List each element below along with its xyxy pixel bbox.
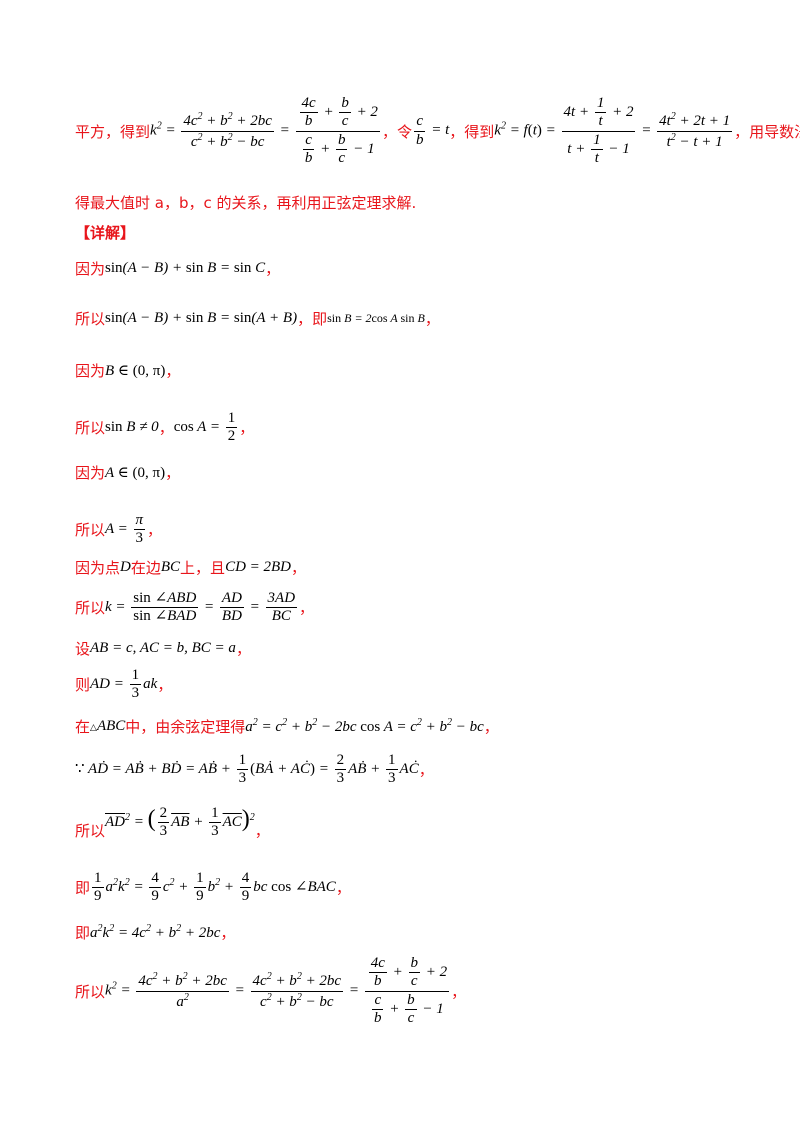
formula-sinB-nonzero: sin B ≠ 0	[105, 419, 159, 436]
comma: ，	[265, 260, 281, 278]
line-9: 因为点 D 在边 BC 上，且 CD = 2BD ，	[75, 557, 306, 578]
line-14: ∵ AḊ = AḂ + BḊ = AḂ + 1 3 (BȦ + AĊ) = 2 3 AḂ…	[75, 752, 434, 788]
detail-label: 【详解】	[75, 224, 136, 242]
text-derivative: ，用导数法求	[734, 122, 800, 141]
text-because: 因为	[75, 362, 106, 380]
text-point: 因为点	[75, 559, 121, 577]
formula-CD: CD = 2BD	[225, 559, 292, 575]
text-ie: 即	[75, 924, 91, 942]
line-7: 因为 A ∈ (0, π) ，	[75, 462, 180, 483]
comma: ，	[158, 419, 174, 438]
text-max-relation: 得最大值时 a，b，c 的关系，再利用正弦定理求解.	[75, 194, 417, 212]
formula-vector-AD: ∵ AḊ = AḂ + BḊ = AḂ + 1 3 (BȦ + AĊ) = 2 3 AḂ…	[75, 752, 419, 787]
line-17: 即 a2k2 = 4c2 + b2 + 2bc ，	[75, 922, 235, 943]
formula-a2k2: a2k2 = 4c2 + b2 + 2bc	[90, 923, 221, 941]
text-let: 设	[75, 640, 91, 658]
text-because: 因为	[75, 260, 106, 278]
comma: ，	[299, 599, 315, 618]
comma: ，	[451, 982, 467, 1001]
formula-expand: 1 9 a2k2 = 4 9 c2 + 1 9 b2 + 4 9 bc cos ∠BAC	[92, 870, 336, 905]
formula-k-squared: k2 = 4c2 + b2 + 2bc c2 + b2 − bc = 4c b + …	[150, 95, 380, 166]
comma: ，	[483, 718, 499, 736]
var-BC: BC	[160, 559, 181, 575]
text-squared: 平方，得到	[75, 122, 151, 141]
line-2: 得最大值时 a，b，c 的关系，再利用正弦定理求解.	[75, 192, 416, 213]
text-then: 则	[75, 676, 91, 695]
line-13: 在 △ABC 中，由余弦定理得 a2 = c2 + b2 − 2bc cos A…	[75, 716, 499, 737]
text-because: 因为	[75, 464, 106, 482]
formula-sides: AB = c, AC = b, BC = a	[90, 640, 236, 656]
comma: ，	[254, 821, 270, 840]
text-and: 上，且	[180, 559, 226, 577]
comma: ，	[235, 640, 251, 658]
line-4: 所以 sin(A − B) + sin B = sin(A + B) ，即 si…	[75, 308, 440, 329]
text-so: 所以	[75, 419, 106, 438]
formula-sinB: sin B = 2cos A sin B	[327, 311, 425, 325]
comma: ，	[239, 419, 255, 438]
formula-A-range: A ∈ (0, π)	[105, 465, 166, 481]
formula-AD: AD = 1 3 ak	[90, 667, 158, 702]
text-so: 所以	[75, 982, 106, 1001]
formula-B-range: B ∈ (0, π)	[105, 363, 166, 379]
line-3: 因为 sin(A − B) + sin B = sin C ，	[75, 258, 280, 279]
line-16: 即 1 9 a2k2 = 4 9 c2 + 1 9 b2 + 4 9 bc cos ∠BAC ，	[75, 870, 351, 906]
text-in: 在	[75, 718, 91, 736]
text-on-side: 在边	[130, 559, 161, 577]
line-18: 所以 k2 = 4c2 + b2 + 2bc a2 = 4c2 + b2 + 2b…	[75, 955, 466, 1027]
comma: ，	[220, 924, 236, 942]
formula-k2-final: k2 = 4c2 + b2 + 2bc a2 = 4c2 + b2 + 2bc c2…	[105, 955, 450, 1026]
line-11: 设 AB = c, AC = b, BC = a ，	[75, 638, 251, 659]
comma: ，	[424, 310, 440, 328]
text-ie: 即	[75, 879, 91, 898]
comma: ，	[157, 676, 173, 695]
text-so: 所以	[75, 599, 106, 618]
formula-AD-squared: AD2 = (2 3 AB + 1 3 AC)2	[105, 805, 255, 840]
line-10: 所以 k = sin ∠ABD sin ∠BAD = AD BD = 3AD BC ，	[75, 590, 314, 626]
comma: ，	[291, 559, 307, 577]
text-so: 所以	[75, 821, 106, 840]
line-12: 则 AD = 1 3 ak ，	[75, 667, 172, 703]
text-ie: ，即	[297, 310, 328, 328]
comma: ，	[165, 464, 181, 482]
line-15: 所以 AD2 = (2 3 AB + 1 3 AC)2 ，	[75, 805, 270, 841]
text-get: ，得到	[449, 122, 495, 141]
formula-cosine-law: a2 = c2 + b2 − 2bc cos A = c2 + b2 − bc	[245, 717, 484, 735]
comma: ，	[335, 879, 351, 898]
line-1: 平方，得到 k2 = 4c2 + b2 + 2bc c2 + b2 − bc = …	[75, 95, 800, 167]
formula-k: k = sin ∠ABD sin ∠BAD = AD BD = 3AD BC	[105, 590, 298, 625]
text-so: 所以	[75, 310, 106, 328]
detail-heading: 【详解】	[75, 222, 135, 243]
formula-sin-eq: sin(A − B) + sin B = sin C	[105, 260, 266, 276]
comma: ，	[147, 521, 163, 540]
formula-sin-sum: sin(A − B) + sin B = sin(A + B)	[105, 310, 298, 326]
triangle-ABC: △ABC	[90, 718, 126, 734]
line-5: 因为 B ∈ (0, π) ，	[75, 360, 180, 381]
text-let: ，令	[381, 122, 412, 141]
comma: ，	[165, 362, 181, 380]
var-D: D	[120, 559, 131, 575]
comma: ，	[418, 761, 434, 780]
text-cosine-law: 中，由余弦定理得	[125, 718, 246, 736]
text-so: 所以	[75, 521, 106, 540]
